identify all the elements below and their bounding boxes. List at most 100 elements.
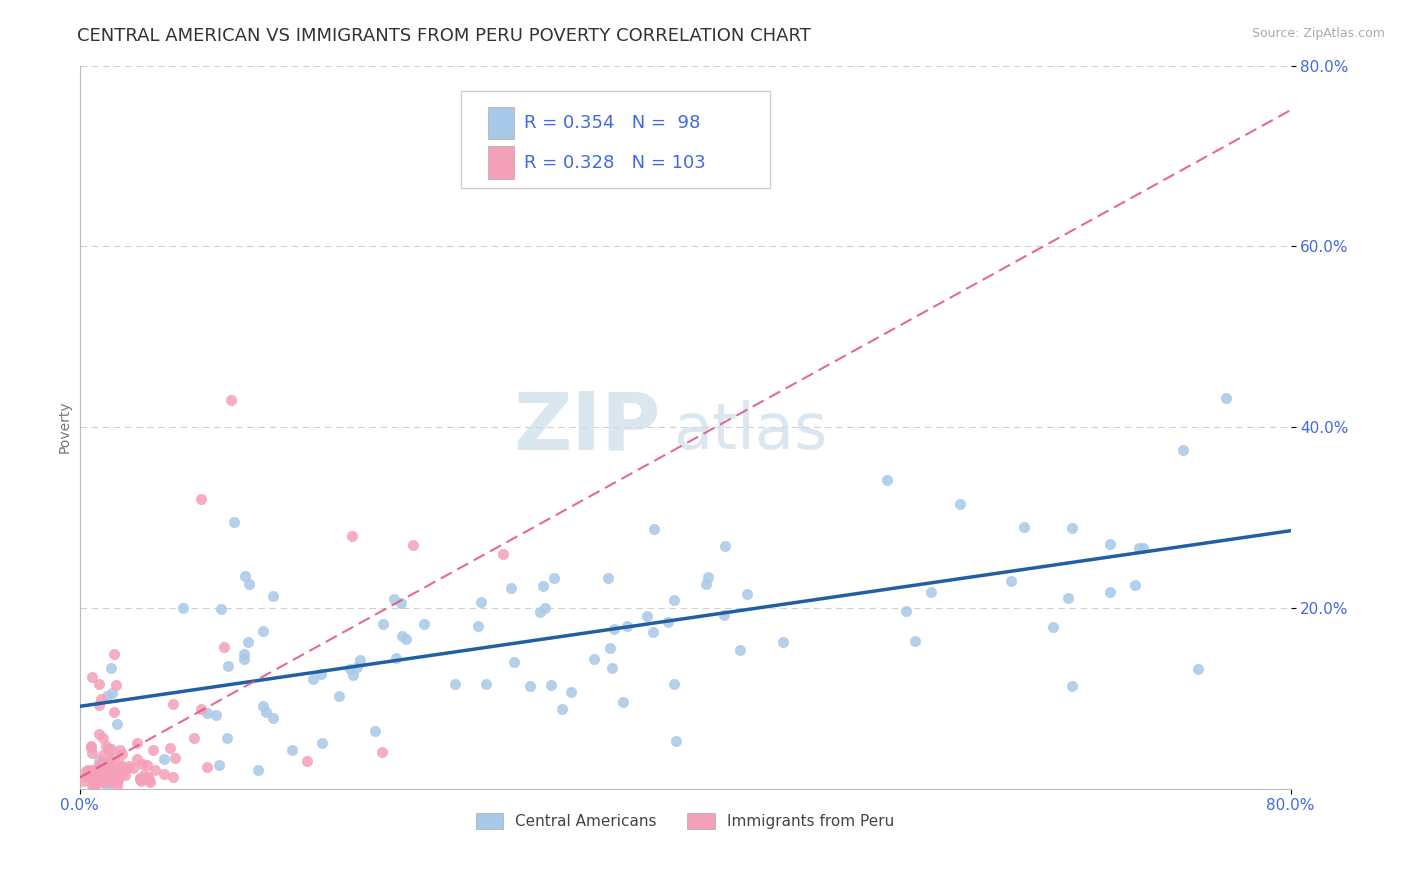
Point [114,768,136,782]
Point [215,731,238,745]
Point [87,727,110,741]
Point [301,672,323,686]
Point [105,775,128,789]
Point [90,764,112,779]
Point [90,692,112,706]
Point [138,773,160,788]
Point [172,601,194,615]
Point [114,763,136,777]
Point [87,763,110,777]
Point [636,609,658,624]
Point [714,539,737,553]
Point [122,761,145,775]
Text: ZIP: ZIP [513,388,661,466]
Point [111,747,134,761]
Point [107,772,129,787]
Text: CENTRAL AMERICAN VS IMMIGRANTS FROM PERU POVERTY CORRELATION CHART: CENTRAL AMERICAN VS IMMIGRANTS FROM PERU… [77,27,811,45]
Point [135,758,157,772]
Point [93,756,115,771]
Point [503,655,526,669]
Point [90,765,112,780]
Bar [488,107,515,139]
Point [551,701,574,715]
Point [772,634,794,648]
Point [118,759,141,773]
Point [98,760,121,774]
Point [309,667,332,681]
Point [1123,578,1146,592]
Point [233,648,256,662]
Point [262,589,284,603]
Point [136,770,159,784]
Point [80,773,103,788]
Point [295,755,318,769]
Point [233,569,256,583]
Point [153,752,176,766]
Point [1012,519,1035,533]
Point [1098,537,1121,551]
Point [110,758,132,772]
Point [90,775,112,789]
Point [894,604,917,618]
Point [364,723,387,738]
Point [195,760,218,774]
Point [129,772,152,786]
Point [492,547,515,561]
Point [252,698,274,713]
Point [84,769,107,783]
Point [90,771,112,785]
Point [165,750,187,764]
Point [125,736,148,750]
Point [96,765,118,780]
Point [72,774,94,789]
Point [238,635,260,649]
Point [208,758,231,772]
Point [328,689,350,703]
Text: Source: ZipAtlas.com: Source: ZipAtlas.com [1251,27,1385,40]
Point [474,676,496,690]
Y-axis label: Poverty: Poverty [58,401,72,453]
Point [100,761,122,775]
Point [128,772,150,786]
Point [134,768,156,782]
Point [583,652,606,666]
Point [94,763,117,777]
Point [110,764,132,778]
Point [342,667,364,681]
Point [101,772,124,787]
Point [470,595,492,609]
Point [217,658,239,673]
Point [91,756,114,770]
Point [534,600,557,615]
Point [94,770,117,784]
Point [90,771,112,785]
Point [412,616,434,631]
Point [662,677,685,691]
Point [86,770,108,784]
Point [93,762,115,776]
Point [643,522,665,536]
Point [713,608,735,623]
Point [209,602,232,616]
Point [252,624,274,638]
Point [76,770,98,784]
Point [371,745,394,759]
Point [90,769,112,783]
Point [75,764,97,779]
Point [153,767,176,781]
Point [657,615,679,629]
Point [82,764,104,778]
Point [262,711,284,725]
Point [76,763,98,777]
Point [103,705,125,719]
Point [98,753,121,767]
Point [96,689,118,703]
Point [105,773,128,788]
Point [443,677,465,691]
Point [93,756,115,771]
Point [142,743,165,757]
Point [94,739,117,754]
Point [82,670,104,684]
Point [103,647,125,661]
Point [233,652,256,666]
